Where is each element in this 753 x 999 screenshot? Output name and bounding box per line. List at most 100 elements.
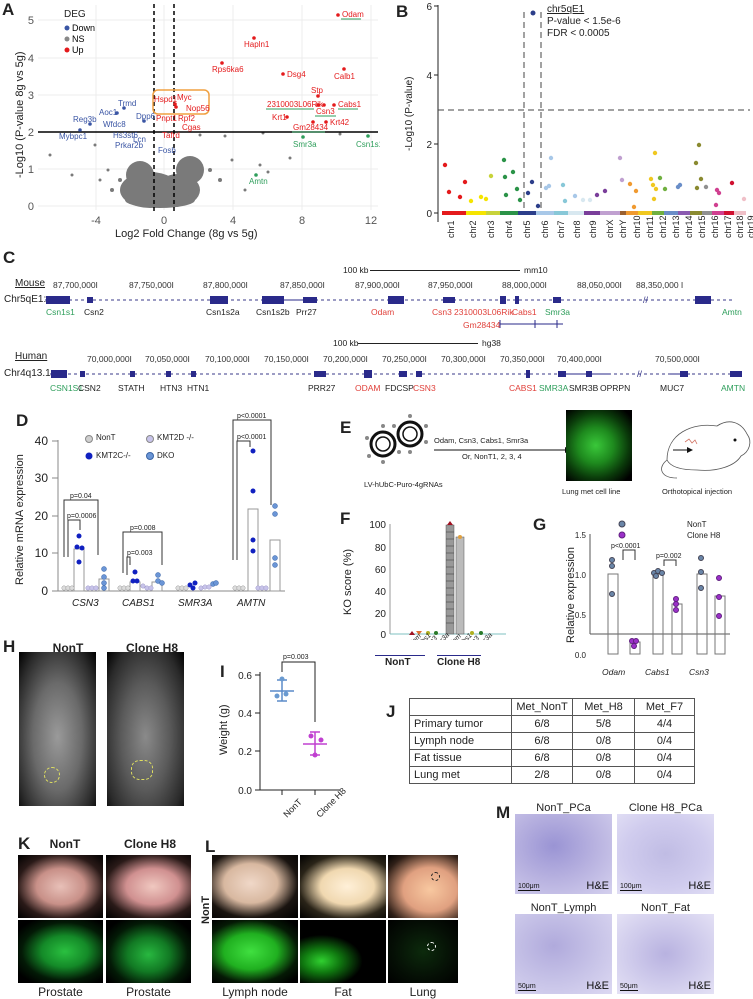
mri-nont-image xyxy=(19,652,96,806)
gene-amtn: Amtn xyxy=(722,307,742,317)
he-label: H&E xyxy=(586,880,609,892)
mouse-scale-label: 100 kb xyxy=(343,265,369,275)
he-label: H&E xyxy=(688,980,711,992)
svg-text:Nop56: Nop56 xyxy=(186,104,210,113)
svg-text:2310003L06Rik: 2310003L06Rik xyxy=(267,100,324,109)
group-line-nont xyxy=(375,655,425,656)
fat-brightfield xyxy=(300,855,386,918)
svg-text:p=0.003: p=0.003 xyxy=(283,654,309,661)
svg-text:0.0: 0.0 xyxy=(238,786,252,797)
gene-stath: STATH xyxy=(118,383,145,393)
human-assembly: hg38 xyxy=(482,338,501,348)
gene-cabs1: Cabs1 xyxy=(512,307,537,317)
fat-fluorescence xyxy=(300,920,386,983)
g-xtick-cabs1: Cabs1 xyxy=(645,667,670,677)
manhattan-ylabel: -Log10 (P-value) xyxy=(404,76,415,151)
svg-text:Rps6ka6: Rps6ka6 xyxy=(212,65,244,74)
svg-text:chr10: chr10 xyxy=(632,215,642,238)
panel-i-letter: I xyxy=(220,662,225,681)
mouse-locus: Chr5qE1: xyxy=(4,294,47,305)
prostate-nont-brightfield xyxy=(18,855,103,918)
svg-text:chr14: chr14 xyxy=(684,215,694,238)
human-tick-7: 70,350,000I xyxy=(500,354,545,364)
svg-text:2: 2 xyxy=(426,140,432,151)
svg-text:0: 0 xyxy=(426,209,432,220)
panel-e-letter: E xyxy=(340,418,352,437)
chr5qe1-fdr: FDR < 0.0005 xyxy=(547,28,610,39)
gene-muc7: MUC7 xyxy=(660,383,685,393)
gene-gm28434: Gm28434 xyxy=(463,320,501,330)
human-gene-track: // xyxy=(50,369,742,379)
svg-text:Amtn: Amtn xyxy=(249,177,268,186)
l-caption-lymph: Lymph node xyxy=(222,985,288,999)
svg-text:60: 60 xyxy=(375,565,387,576)
g-xtick-odam: Odam xyxy=(602,667,626,677)
svg-text:4: 4 xyxy=(426,71,432,82)
svg-text:40: 40 xyxy=(35,434,49,448)
prostate-nont-fluorescence xyxy=(18,920,103,983)
mouse-tick-8: 88,350,000 I xyxy=(636,280,684,290)
svg-text:chr6: chr6 xyxy=(540,220,550,238)
table-cell: 6/8 xyxy=(511,749,573,767)
k-header-cloneh8: Clone H8 xyxy=(123,837,176,851)
manhattan-plot: 0 2 4 6 xyxy=(426,2,753,238)
panel-f-letter: F xyxy=(340,509,351,528)
panel-k-letter: K xyxy=(18,834,31,853)
gene-csn1s2b: Csn1s2b xyxy=(256,307,290,317)
gene-oprpn: OPRPN xyxy=(600,383,631,393)
table-header-met-f7: Met_F7 xyxy=(634,698,695,716)
svg-text:Cgas: Cgas xyxy=(182,123,201,132)
svg-text:chr4: chr4 xyxy=(504,220,514,238)
svg-text:20: 20 xyxy=(35,509,49,523)
xtick-cabs1: CABS1 xyxy=(122,598,155,609)
lung-fluorescence xyxy=(388,920,458,983)
he-cloneh8-pca: 100μm H&E xyxy=(617,814,714,894)
svg-text:Smr3a: Smr3a xyxy=(431,632,451,640)
gene-smr3a: Smr3a xyxy=(545,307,571,317)
svg-text:chr15: chr15 xyxy=(697,215,707,238)
gene-csn3: Csn3 xyxy=(432,307,452,317)
mouse-label: Mouse xyxy=(15,278,46,289)
svg-text:Wfdc8: Wfdc8 xyxy=(103,120,126,129)
gene-csn1s1-human: CSN1S1 xyxy=(50,383,84,393)
xtick-csn3: CSN3 xyxy=(72,598,99,609)
panel-h-letter: H xyxy=(3,637,16,656)
svg-text:Csn1s1: Csn1s1 xyxy=(356,140,380,149)
human-tick-8: 70,400,000I xyxy=(557,354,602,364)
lymph-node-fluorescence xyxy=(212,920,298,983)
gene-prr27: Prr27 xyxy=(296,307,317,317)
relative-expression-chart: 1.5 1.0 0.5 0.0 p<0.0001 p=0.002 xyxy=(575,520,730,660)
legend-dko: DKO xyxy=(157,451,175,460)
svg-text:NonT: NonT xyxy=(281,796,304,819)
table-cell: 0/8 xyxy=(572,766,635,784)
svg-text:Smr3a: Smr3a xyxy=(474,632,494,640)
panel-g-letter: G xyxy=(533,515,547,534)
svg-text:80: 80 xyxy=(375,543,387,554)
table-cell: 0/8 xyxy=(572,749,635,767)
table-header-met-nont: Met_NonT xyxy=(511,698,573,716)
legend-g-nont: NonT xyxy=(687,520,707,529)
mri-cloneh8-image xyxy=(107,652,184,806)
ko-ylabel: KO score (%) xyxy=(342,548,354,615)
table-cell: Lung met xyxy=(409,766,512,784)
gene-csn2-human: CSN2 xyxy=(78,383,101,393)
lung-brightfield xyxy=(388,855,458,918)
human-scale-bar xyxy=(358,343,478,344)
svg-text:DEG: DEG xyxy=(64,9,86,20)
svg-text:Odam: Odam xyxy=(444,633,463,640)
he-nont-pca: 100μm H&E xyxy=(515,814,612,894)
svg-text:p=0.0006: p=0.0006 xyxy=(67,513,96,520)
mouse-assembly: mm10 xyxy=(524,265,548,275)
svg-text:Odam: Odam xyxy=(342,10,364,19)
human-locus: Chr4q13.1: xyxy=(4,368,54,379)
human-tick-9: 70,500,000I xyxy=(655,354,700,364)
mouse-tick-0: 87,700,000I xyxy=(53,280,98,290)
svg-text:chr1: chr1 xyxy=(446,220,456,238)
svg-text:p=0.002: p=0.002 xyxy=(656,553,682,560)
panel-a-letter: A xyxy=(2,0,15,19)
table-cell: 6/8 xyxy=(511,732,573,750)
chr5qe1-annotation-title: chr5qE1 xyxy=(547,4,585,15)
svg-text:20: 20 xyxy=(375,609,387,620)
svg-text:1.5: 1.5 xyxy=(575,531,587,540)
gene-csn2: Csn2 xyxy=(84,307,104,317)
